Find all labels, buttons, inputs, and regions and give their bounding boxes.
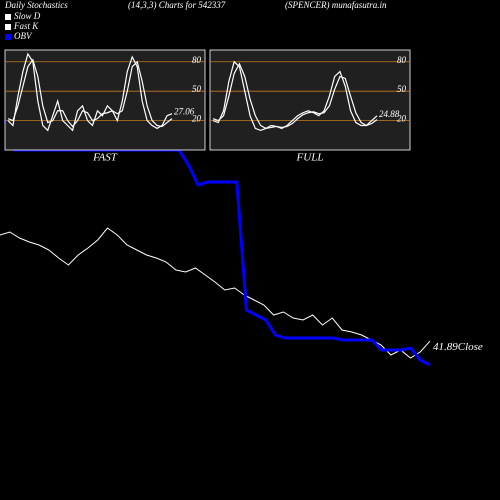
stoch-line [7, 52, 173, 132]
panel [209, 49, 411, 151]
stoch-line [212, 60, 378, 132]
panel-title: FAST [92, 152, 118, 164]
close-line [0, 227, 431, 359]
legend-swatch [5, 14, 11, 20]
y-tick-label: 80 [192, 55, 202, 65]
last-value-label: 24.88 [379, 109, 400, 119]
legend-label: OBV [14, 31, 33, 41]
close-name: Close [458, 341, 483, 353]
y-tick-label: 50 [397, 84, 407, 94]
obv-line [3, 119, 431, 367]
panel [4, 49, 206, 151]
legend-label: Slow D [14, 11, 41, 21]
header-text: (14,3,3) Charts for 542337 [128, 0, 226, 10]
close-value-label: 41.89Close [433, 341, 483, 353]
header-text: Daily Stochastics [4, 0, 68, 10]
stoch-line [212, 62, 378, 130]
panel-title: FULL [296, 152, 324, 164]
header-text: (SPENCER) munafasutra.in [285, 0, 387, 10]
last-value-label: 27.06 [174, 107, 195, 117]
stoch-line [7, 58, 173, 128]
y-tick-label: 50 [192, 84, 202, 94]
y-tick-label: 80 [397, 55, 407, 65]
y-tick-label: 20 [192, 114, 202, 124]
y-tick-label: 20 [397, 114, 407, 124]
legend-label: Fast K [13, 21, 39, 31]
legend-swatch [5, 34, 11, 40]
close-value: 41.89 [433, 341, 458, 353]
legend-swatch [5, 24, 11, 30]
